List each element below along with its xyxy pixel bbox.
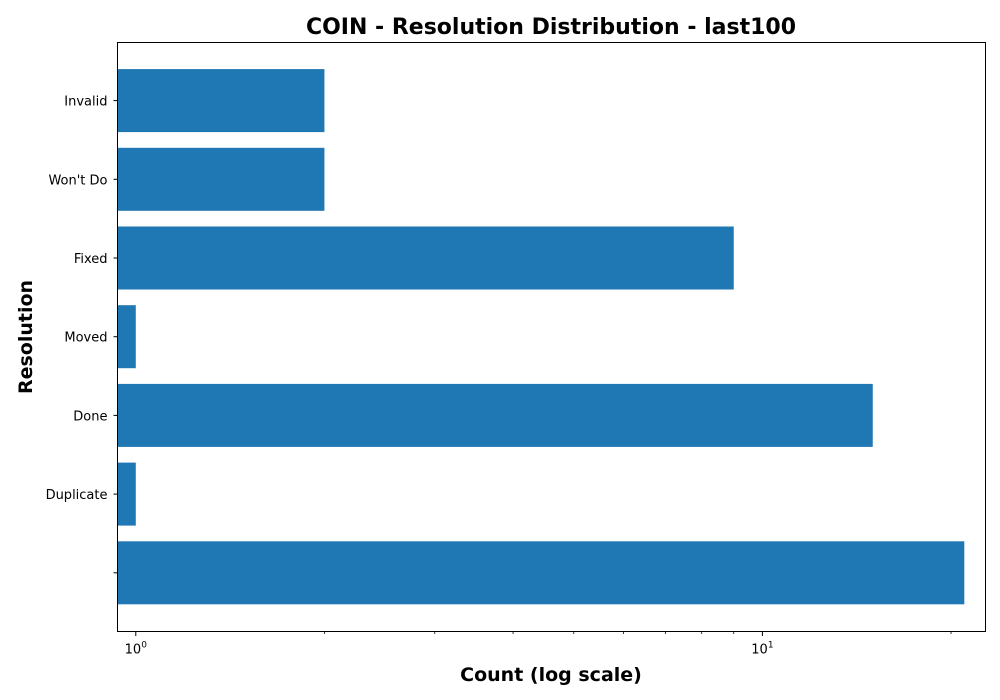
bars-group <box>117 69 965 605</box>
x-tick-label: 101 <box>751 641 773 658</box>
x-tick-label-base: 10 <box>751 643 768 658</box>
bar <box>117 147 325 211</box>
y-tick-label: Fixed <box>74 252 108 267</box>
plot-frame <box>117 42 986 632</box>
x-axis-ticks: 100 101 <box>125 631 952 658</box>
bar <box>117 541 965 605</box>
y-tick-label: Duplicate <box>46 488 108 503</box>
bar <box>117 462 136 526</box>
x-tick-label-exponent: 1 <box>768 641 774 651</box>
y-axis-ticks: Invalid Won't Do Fixed Moved Done Duplicate <box>46 95 118 574</box>
bar <box>117 305 136 369</box>
y-tick-label: Moved <box>64 331 107 346</box>
y-tick-label: Invalid <box>64 95 107 110</box>
bar <box>117 383 873 447</box>
x-tick-label-exponent: 0 <box>141 641 147 651</box>
x-tick-label: 100 <box>125 641 148 658</box>
y-tick-label: Won't Do <box>48 173 107 188</box>
chart-title: COIN - Resolution Distribution - last100 <box>306 15 796 40</box>
x-axis-label: Count (log scale) <box>460 664 642 686</box>
y-axis-label: Resolution <box>15 280 37 394</box>
y-tick-label: Done <box>73 409 107 424</box>
bar <box>117 69 325 133</box>
x-tick-label-base: 10 <box>125 643 142 658</box>
bar <box>117 226 734 290</box>
